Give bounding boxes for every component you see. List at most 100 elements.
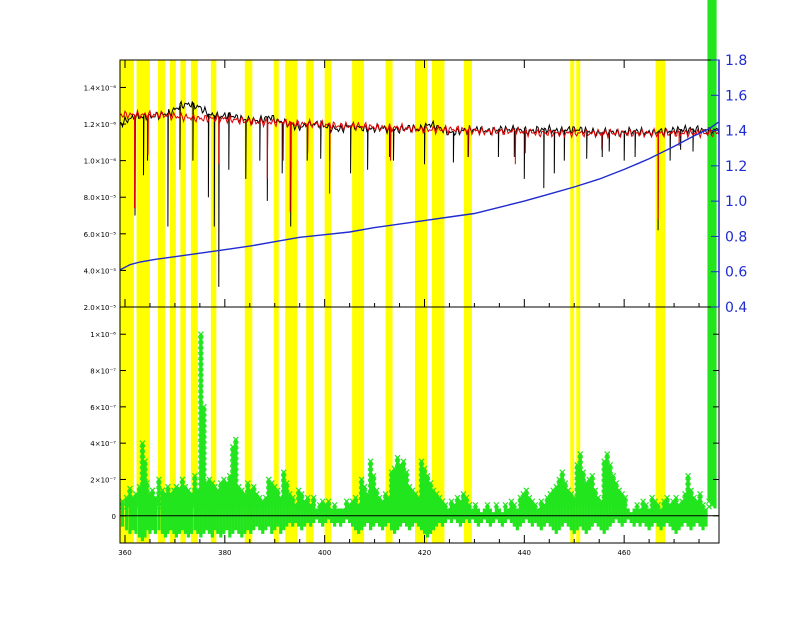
residual-point (484, 501, 491, 508)
masked-region (431, 60, 445, 543)
x-axis-tick-label: 440 (518, 549, 531, 557)
residual-point (394, 460, 401, 467)
left-axis-tick-label: 2.0×10⁻⁵ (84, 304, 117, 312)
residual-point (559, 474, 566, 481)
residual-point (523, 487, 530, 494)
residual-point (200, 447, 207, 454)
residual-point (200, 474, 207, 481)
right-axis-tick-label: 1.8 (725, 53, 747, 69)
residual-point (697, 491, 703, 497)
residual-point (403, 469, 410, 476)
residual-point (200, 414, 207, 421)
masked-region (136, 60, 150, 543)
residual-point (634, 501, 641, 508)
residual-point (688, 487, 694, 494)
residual-point (232, 452, 239, 459)
bottom-axis-tick-label: 1×10⁻⁶ (90, 331, 116, 339)
residual-point (361, 489, 368, 496)
residual-point (156, 481, 162, 488)
masked-region (352, 60, 365, 543)
residual-point (149, 487, 156, 494)
residual-point (664, 500, 671, 506)
residual-point (197, 391, 204, 398)
residual-point (532, 501, 539, 508)
residual-point (142, 458, 148, 465)
masked-region (157, 60, 165, 543)
residual-point (244, 485, 251, 492)
residual-point (604, 451, 611, 457)
residuals-panel-series (119, 0, 719, 542)
residual-point (607, 467, 614, 474)
residual-point (589, 478, 596, 485)
residual-point (232, 458, 239, 465)
residual-point (304, 494, 311, 501)
masked-regions (120, 60, 666, 543)
residual-point (298, 491, 305, 497)
bottom-axis-tick-label: 6×10⁻⁷ (90, 404, 116, 412)
residual-point (304, 500, 311, 506)
residual-point (589, 472, 596, 479)
residual-point (274, 487, 281, 494)
residual-point (232, 442, 239, 448)
residual-point (325, 503, 332, 510)
residual-point (200, 436, 207, 443)
residual-point (142, 463, 148, 470)
residual-point (673, 500, 679, 506)
residual-point (325, 498, 332, 505)
residual-point (613, 485, 620, 492)
residual-point (592, 492, 599, 499)
spectrum-panel-series (119, 100, 720, 287)
left-axis-tick-label: 4.0×10⁻⁵ (84, 267, 117, 275)
left-axis-tick-label: 1.2×10⁻⁶ (84, 121, 117, 129)
residual-point (232, 469, 239, 476)
residual-point (139, 440, 146, 447)
residual-point (142, 474, 148, 481)
right-axis-tick-label: 1.2 (725, 159, 747, 175)
residual-point (592, 487, 599, 494)
x-axis-tick-label: 400 (318, 549, 331, 557)
residual-point (200, 469, 207, 476)
residual-point (400, 458, 407, 465)
residual-point (610, 478, 617, 485)
right-axis-tick-label: 1.4 (725, 124, 747, 140)
residual-point (173, 483, 180, 490)
residual-point (232, 436, 239, 443)
residual-point (232, 474, 239, 481)
residual-point (424, 472, 431, 479)
residual-point (191, 472, 198, 479)
residual-point (197, 402, 204, 408)
residual-point (394, 454, 401, 461)
residual-point (232, 463, 239, 470)
x-axis-tick-label: 420 (418, 549, 431, 557)
residual-point (580, 469, 587, 476)
residual-point (424, 478, 431, 485)
residual-point (164, 483, 171, 490)
residual-point (655, 501, 662, 508)
residual-point (688, 492, 694, 499)
masked-region (273, 60, 279, 543)
residual-point (142, 469, 148, 476)
left-axis-tick-label: 1.0×10⁻⁶ (84, 158, 117, 166)
residual-point (373, 492, 380, 499)
residual-point (607, 462, 614, 468)
residual-point (400, 463, 407, 470)
residual-point (361, 483, 368, 490)
tick-labels: 2.0×10⁻⁵ 4.0×10⁻⁵ 6.0×10⁻⁵ 8.0×10⁻⁵ 1.0×10⁻⁶… (84, 53, 748, 557)
residual-point (139, 451, 146, 457)
residual-point (179, 476, 186, 483)
residual-point (197, 363, 204, 370)
residual-point (403, 474, 410, 481)
axes (119, 59, 720, 544)
residual-point (352, 500, 359, 506)
residual-point (156, 476, 162, 483)
residual-point (144, 485, 150, 492)
residual-point (613, 480, 620, 487)
right-axis-tick-label: 0.4 (725, 300, 747, 316)
residual-point (580, 474, 587, 481)
residual-point (232, 447, 239, 454)
residual-point (289, 494, 296, 501)
residual-point (144, 480, 150, 487)
residual-point (250, 483, 257, 490)
masked-region (120, 60, 134, 543)
